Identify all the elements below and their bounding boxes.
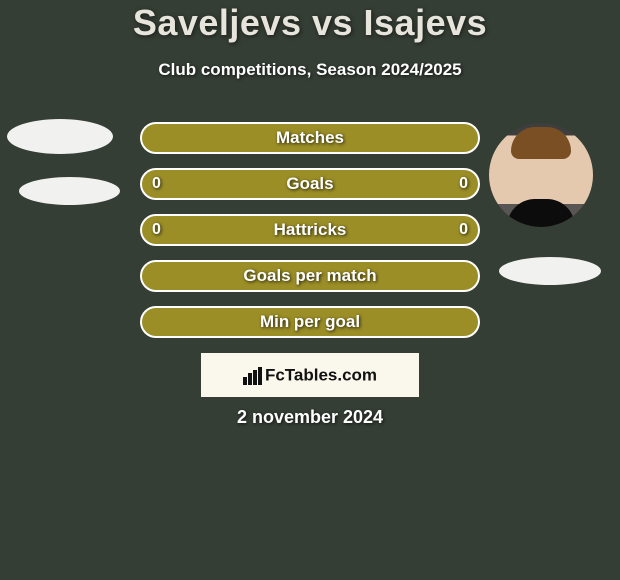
stat-right-value: 0 <box>459 170 468 198</box>
subtitle: Club competitions, Season 2024/2025 <box>0 60 620 80</box>
stat-label: Goals per match <box>142 262 478 290</box>
player-left-avatar-placeholder <box>7 119 113 154</box>
page-title: Saveljevs vs Isajevs <box>0 2 620 44</box>
stat-label: Hattricks <box>142 216 478 244</box>
source-logo: FcTables.com <box>201 353 419 397</box>
player-left-club-placeholder <box>19 177 120 205</box>
stat-row-goals: 0 Goals 0 <box>140 168 480 200</box>
stat-label: Goals <box>142 170 478 198</box>
stat-row-matches: Matches <box>140 122 480 154</box>
stat-row-min-per-goal: Min per goal <box>140 306 480 338</box>
snapshot-date: 2 november 2024 <box>0 407 620 428</box>
player-right-club-placeholder <box>499 257 601 285</box>
stat-right-value: 0 <box>459 216 468 244</box>
comparison-infographic: Saveljevs vs Isajevs Club competitions, … <box>0 0 620 580</box>
bar-chart-icon <box>243 367 263 385</box>
stat-row-goals-per-match: Goals per match <box>140 260 480 292</box>
player-right-avatar <box>489 123 593 227</box>
stat-label: Min per goal <box>142 308 478 336</box>
stat-row-hattricks: 0 Hattricks 0 <box>140 214 480 246</box>
stat-label: Matches <box>142 124 478 152</box>
source-logo-text: FcTables.com <box>265 366 377 385</box>
